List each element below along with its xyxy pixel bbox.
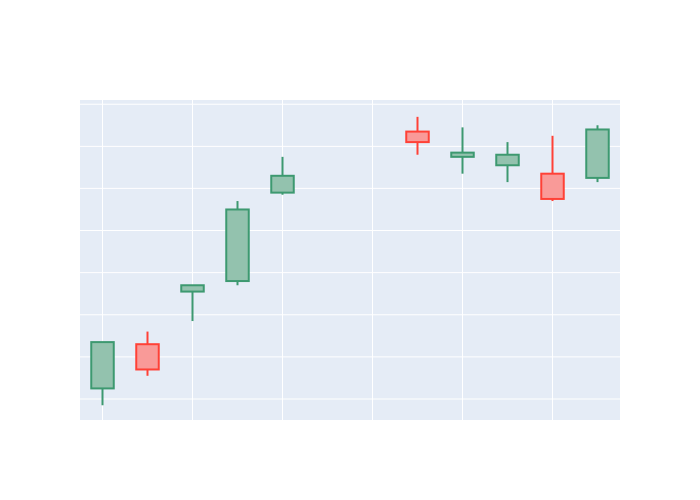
gridlines — [80, 100, 620, 420]
candle-body — [135, 343, 160, 371]
candle-body — [540, 172, 565, 200]
candle-body — [180, 284, 205, 293]
candle-increasing[interactable] — [450, 127, 475, 174]
candle-increasing[interactable] — [225, 201, 250, 286]
candle-increasing[interactable] — [585, 125, 610, 183]
candle-increasing[interactable] — [270, 156, 295, 195]
candle-body — [450, 151, 475, 158]
candle-increasing[interactable] — [180, 284, 205, 322]
candle-decreasing[interactable] — [540, 135, 565, 202]
candle-decreasing[interactable] — [405, 116, 430, 155]
candle-decreasing[interactable] — [135, 331, 160, 376]
candle-body — [270, 174, 295, 194]
plot-area — [80, 100, 620, 420]
candle-increasing[interactable] — [90, 341, 115, 406]
candle-increasing[interactable] — [495, 142, 520, 183]
candle-body — [405, 130, 430, 144]
candle-body — [585, 128, 610, 179]
candle-body — [90, 341, 115, 390]
candle-body — [225, 208, 250, 283]
candle-body — [495, 153, 520, 167]
candles — [90, 116, 610, 406]
